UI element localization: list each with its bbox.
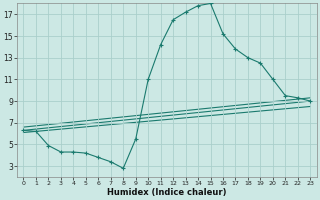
X-axis label: Humidex (Indice chaleur): Humidex (Indice chaleur) <box>107 188 227 197</box>
